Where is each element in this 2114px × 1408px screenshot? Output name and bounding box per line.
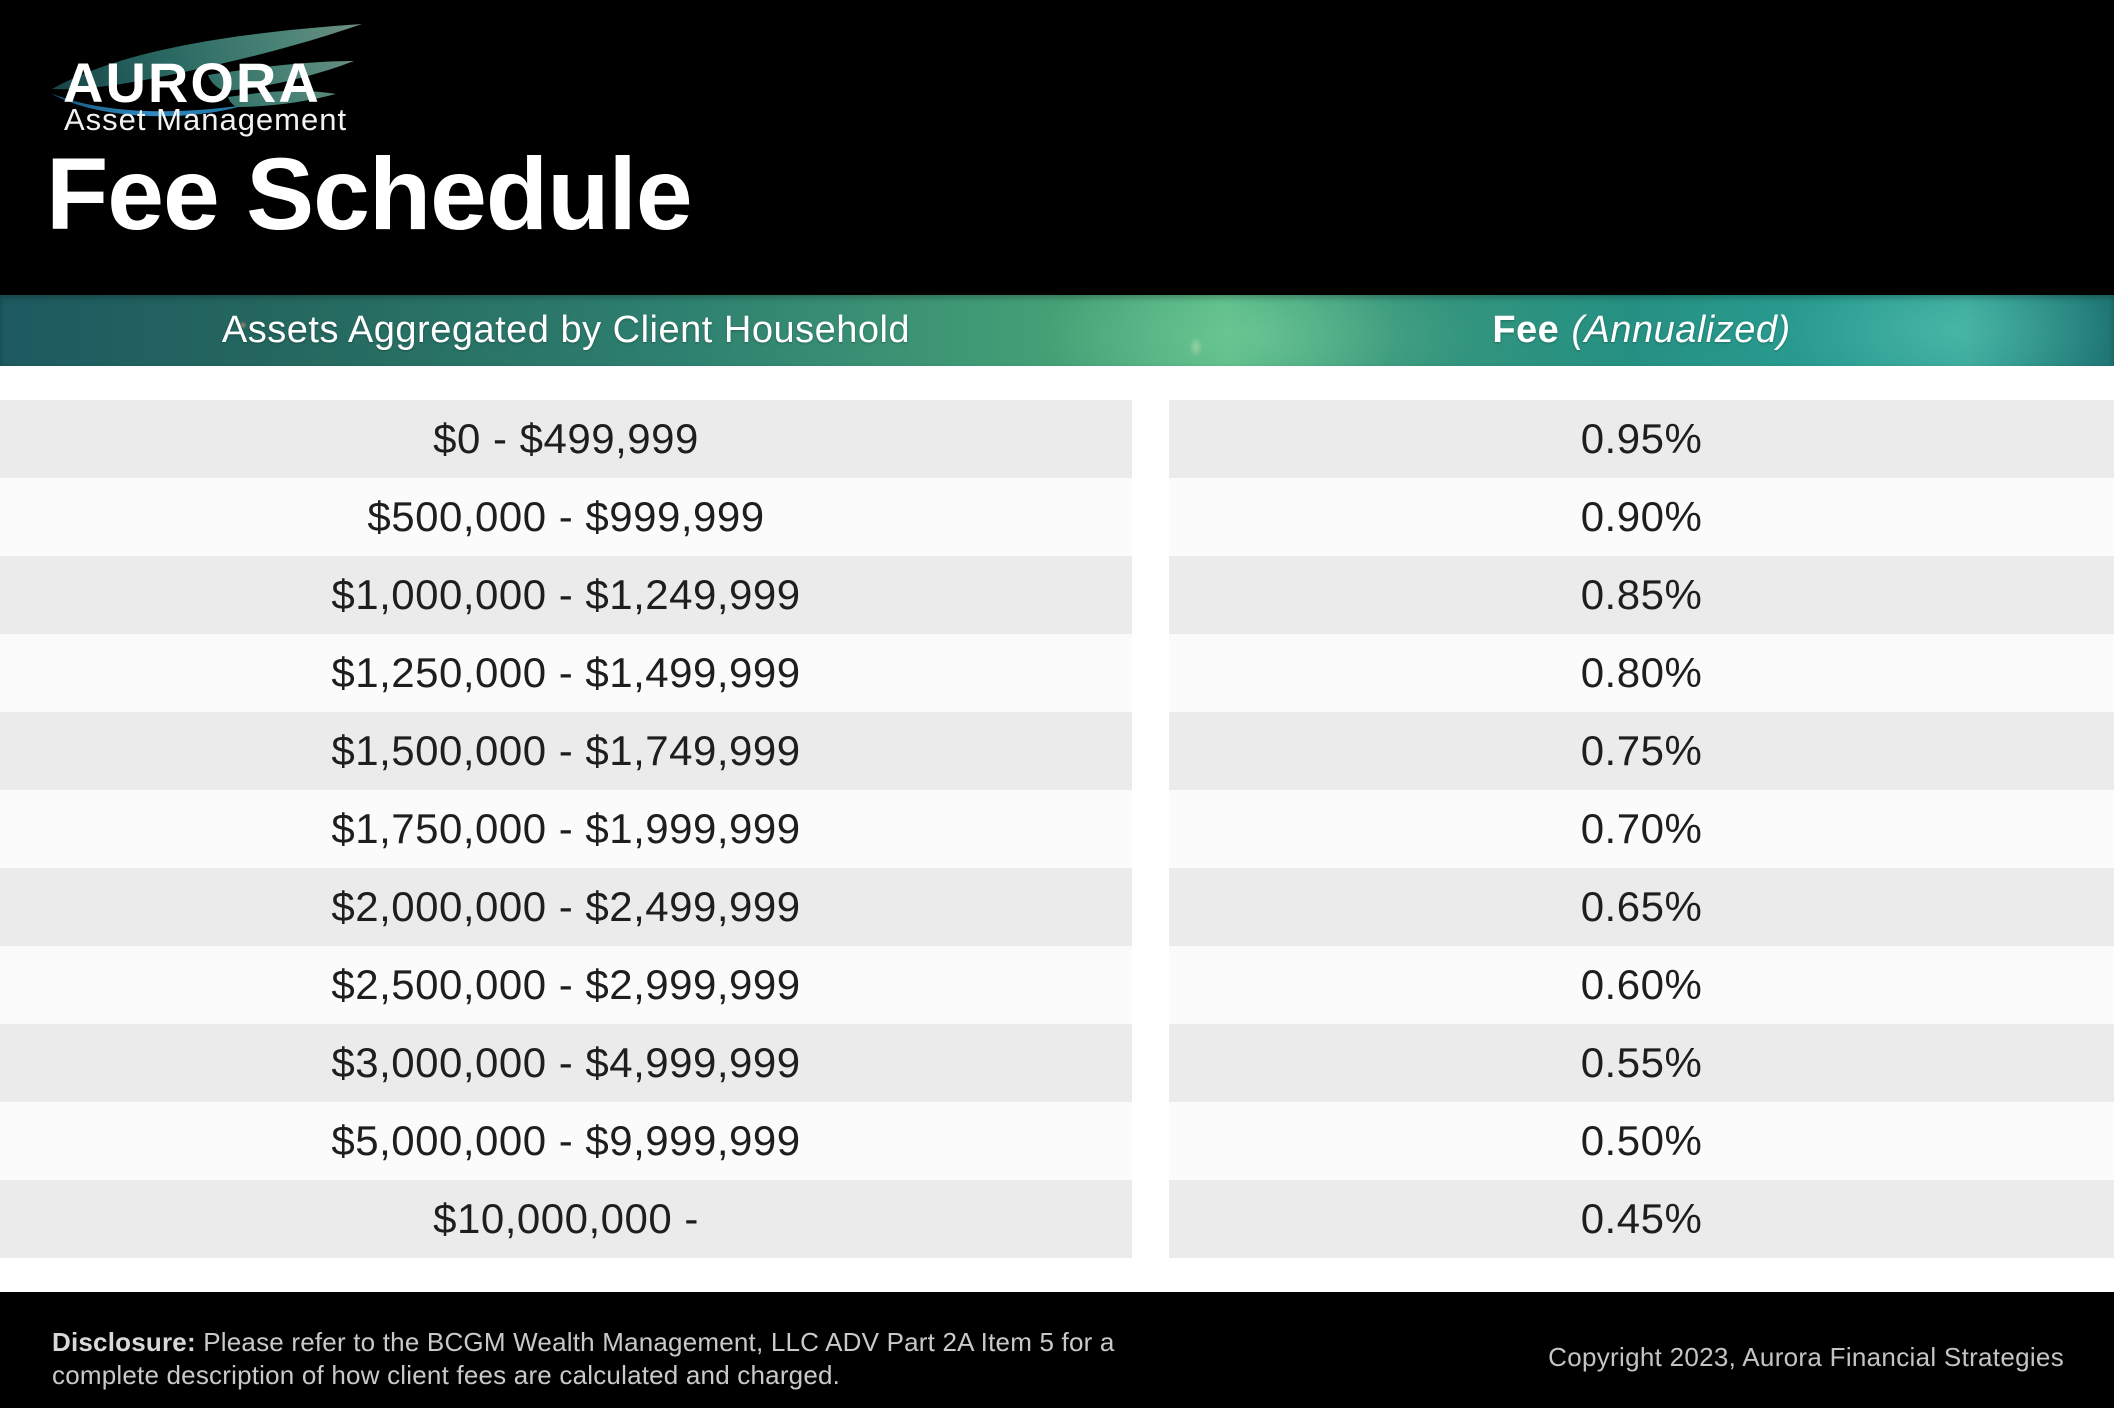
fee-cell: 0.75%	[1169, 712, 2114, 790]
asset-range-cell: $5,000,000 - $9,999,999	[0, 1102, 1132, 1180]
fee-cell: 0.55%	[1169, 1024, 2114, 1102]
asset-range-text: $1,000,000 - $1,249,999	[331, 571, 801, 618]
asset-range-cell: $1,250,000 - $1,499,999	[0, 634, 1132, 712]
asset-range-text: $2,500,000 - $2,999,999	[331, 961, 801, 1008]
fee-cell: 0.50%	[1169, 1102, 2114, 1180]
fee-text: 0.45%	[1580, 1195, 1703, 1242]
asset-range-text: $1,750,000 - $1,999,999	[331, 805, 801, 852]
asset-range-text: $1,250,000 - $1,499,999	[331, 649, 801, 696]
asset-range-cell: $0 - $499,999	[0, 400, 1132, 478]
fee-text: 0.95%	[1580, 415, 1703, 462]
row-gutter	[1132, 712, 1169, 790]
disclosure-body: Please refer to the BCGM Wealth Manageme…	[52, 1327, 1115, 1390]
fee-text: 0.85%	[1580, 571, 1703, 618]
fee-schedule-row: $3,000,000 - $4,999,999 0.55%	[0, 1024, 2114, 1102]
fee-text: 0.80%	[1580, 649, 1703, 696]
fee-text: 0.60%	[1580, 961, 1703, 1008]
row-gutter	[1132, 478, 1169, 556]
row-gutter	[1132, 1180, 1169, 1258]
brand-tagline: Asset Management	[64, 102, 348, 137]
aurora-logo: AURORA Asset Management	[40, 5, 460, 145]
disclosure-text: Disclosure: Please refer to the BCGM Wea…	[52, 1326, 1172, 1392]
fee-schedule-row: $1,000,000 - $1,249,999 0.85%	[0, 556, 2114, 634]
asset-range-cell: $1,750,000 - $1,999,999	[0, 790, 1132, 868]
fee-schedule-row: $1,250,000 - $1,499,999 0.80%	[0, 634, 2114, 712]
asset-range-cell: $2,500,000 - $2,999,999	[0, 946, 1132, 1024]
asset-range-text: $1,500,000 - $1,749,999	[331, 727, 801, 774]
aurora-swoosh-icon	[50, 24, 362, 117]
fee-schedule-row: $2,000,000 - $2,499,999 0.65%	[0, 868, 2114, 946]
asset-range-text: $2,000,000 - $2,499,999	[331, 883, 801, 930]
asset-range-text: $0 - $499,999	[433, 415, 699, 462]
fee-schedule-row: $0 - $499,999 0.95%	[0, 400, 2114, 478]
fee-schedule-row: $5,000,000 - $9,999,999 0.50%	[0, 1102, 2114, 1180]
row-gutter	[1132, 790, 1169, 868]
asset-range-cell: $10,000,000 -	[0, 1180, 1132, 1258]
row-gutter	[1132, 556, 1169, 634]
asset-range-text: $10,000,000 -	[433, 1195, 699, 1242]
asset-range-cell: $3,000,000 - $4,999,999	[0, 1024, 1132, 1102]
table-header-bar: Assets Aggregated by Client Household Fe…	[0, 295, 2114, 366]
asset-range-cell: $2,000,000 - $2,499,999	[0, 868, 1132, 946]
fee-text: 0.55%	[1580, 1039, 1703, 1086]
fee-text: 0.90%	[1580, 493, 1703, 540]
disclosure-label: Disclosure:	[52, 1327, 196, 1357]
fee-cell: 0.60%	[1169, 946, 2114, 1024]
asset-range-cell: $500,000 - $999,999	[0, 478, 1132, 556]
asset-range-text: $5,000,000 - $9,999,999	[331, 1117, 801, 1164]
fee-cell: 0.90%	[1169, 478, 2114, 556]
fee-cell: 0.80%	[1169, 634, 2114, 712]
fee-cell: 0.45%	[1169, 1180, 2114, 1258]
brand-name: AURORA	[63, 51, 321, 114]
fee-text: 0.70%	[1580, 805, 1703, 852]
fee-annualized-qualifier: (Annualized)	[1571, 309, 1791, 351]
row-gutter	[1132, 1102, 1169, 1180]
fee-cell: 0.65%	[1169, 868, 2114, 946]
asset-range-cell: $1,000,000 - $1,249,999	[0, 556, 1132, 634]
fee-schedule-row: $1,750,000 - $1,999,999 0.70%	[0, 790, 2114, 868]
row-gutter	[1132, 1024, 1169, 1102]
copyright-text: Copyright 2023, Aurora Financial Strateg…	[1548, 1342, 2064, 1372]
fee-schedule-row: $1,500,000 - $1,749,999 0.75%	[0, 712, 2114, 790]
fee-schedule-row: $10,000,000 - 0.45%	[0, 1180, 2114, 1258]
fee-column-header: Fee	[1492, 309, 1560, 351]
fee-cell: 0.95%	[1169, 400, 2114, 478]
footer: Disclosure: Please refer to the BCGM Wea…	[0, 1292, 2114, 1408]
fee-text: 0.75%	[1580, 727, 1703, 774]
row-gutter	[1132, 946, 1169, 1024]
asset-range-text: $3,000,000 - $4,999,999	[331, 1039, 801, 1086]
row-gutter	[1132, 634, 1169, 712]
fee-table: $0 - $499,999 0.95% $500,000 - $999,999 …	[0, 400, 2114, 1258]
fee-schedule-row: $2,500,000 - $2,999,999 0.60%	[0, 946, 2114, 1024]
row-gutter	[1132, 400, 1169, 478]
top-band: AURORA Asset Management Fee Schedule	[0, 0, 2114, 295]
fee-text: 0.65%	[1580, 883, 1703, 930]
fee-cell: 0.85%	[1169, 556, 2114, 634]
fee-cell: 0.70%	[1169, 790, 2114, 868]
row-gutter	[1132, 868, 1169, 946]
fee-text: 0.50%	[1580, 1117, 1703, 1164]
asset-range-cell: $1,500,000 - $1,749,999	[0, 712, 1132, 790]
asset-range-text: $500,000 - $999,999	[367, 493, 765, 540]
assets-column-header: Assets Aggregated by Client Household	[221, 309, 911, 351]
fee-schedule-row: $500,000 - $999,999 0.90%	[0, 478, 2114, 556]
page-title: Fee Schedule	[46, 137, 693, 251]
